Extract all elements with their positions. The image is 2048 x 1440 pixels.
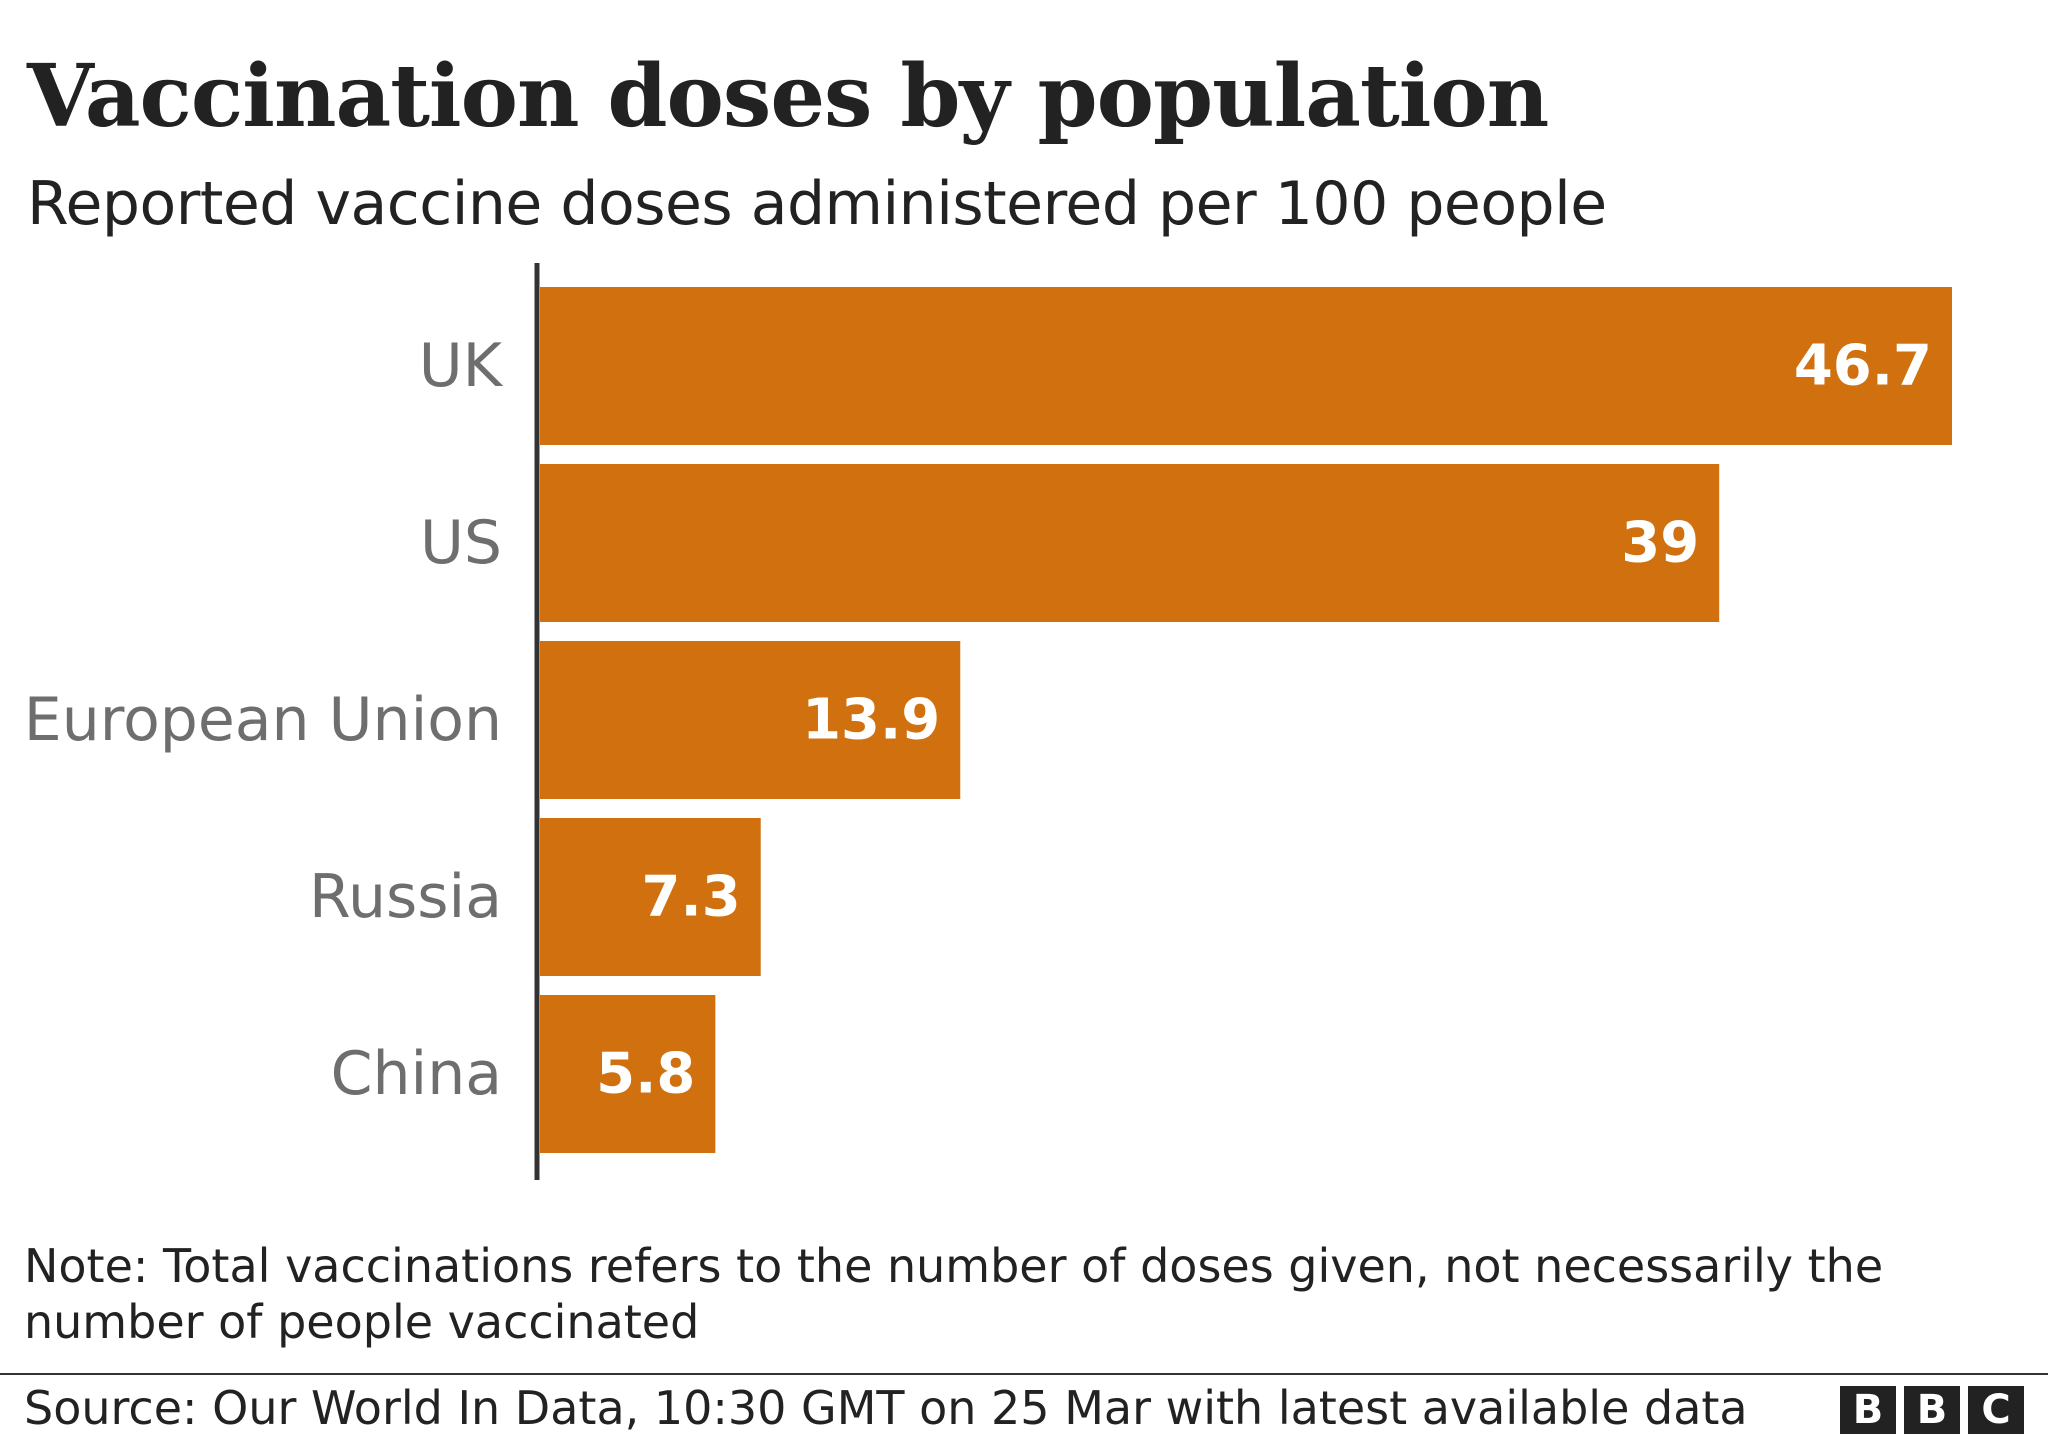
- value-labels-group: 46.7 39 13.9 7.3 5.8: [596, 334, 1932, 1107]
- category-labels-group: UK US European Union Russia China: [24, 331, 504, 1109]
- category-label-european-union: European Union: [24, 685, 502, 755]
- value-label-china: 5.8: [596, 1042, 695, 1107]
- bars-group: [540, 287, 1952, 1153]
- bar-russia: [540, 818, 761, 976]
- chart-subtitle: Reported vaccine doses administered per …: [27, 169, 1607, 239]
- bar-china: [540, 995, 716, 1153]
- value-label-russia: 7.3: [642, 865, 741, 930]
- category-label-us: US: [420, 508, 502, 578]
- bar-us: [540, 464, 1720, 622]
- logo-letter-b2: B: [1904, 1386, 1960, 1434]
- chart-note: Note: Total vaccinations refers to the n…: [24, 1239, 1884, 1349]
- bbc-logo: B B C: [1840, 1386, 2024, 1434]
- footer-divider: [0, 1373, 2048, 1375]
- bar-european-union: [540, 641, 961, 799]
- chart-title: Vaccination doses by population: [27, 46, 1549, 147]
- logo-letter-c: C: [1968, 1386, 2024, 1434]
- value-label-european-union: 13.9: [802, 688, 940, 753]
- logo-letter-b1: B: [1840, 1386, 1896, 1434]
- source-text: Source: Our World In Data, 10:30 GMT on …: [24, 1381, 1748, 1435]
- bar-uk: [540, 287, 1952, 445]
- category-label-russia: Russia: [309, 862, 502, 932]
- value-label-uk: 46.7: [1794, 334, 1932, 399]
- bar-chart: UK US European Union Russia China 46.7 39 13.9…: [24, 263, 1952, 1180]
- category-label-uk: UK: [419, 331, 504, 401]
- value-label-us: 39: [1621, 511, 1699, 576]
- category-label-china: China: [331, 1039, 502, 1109]
